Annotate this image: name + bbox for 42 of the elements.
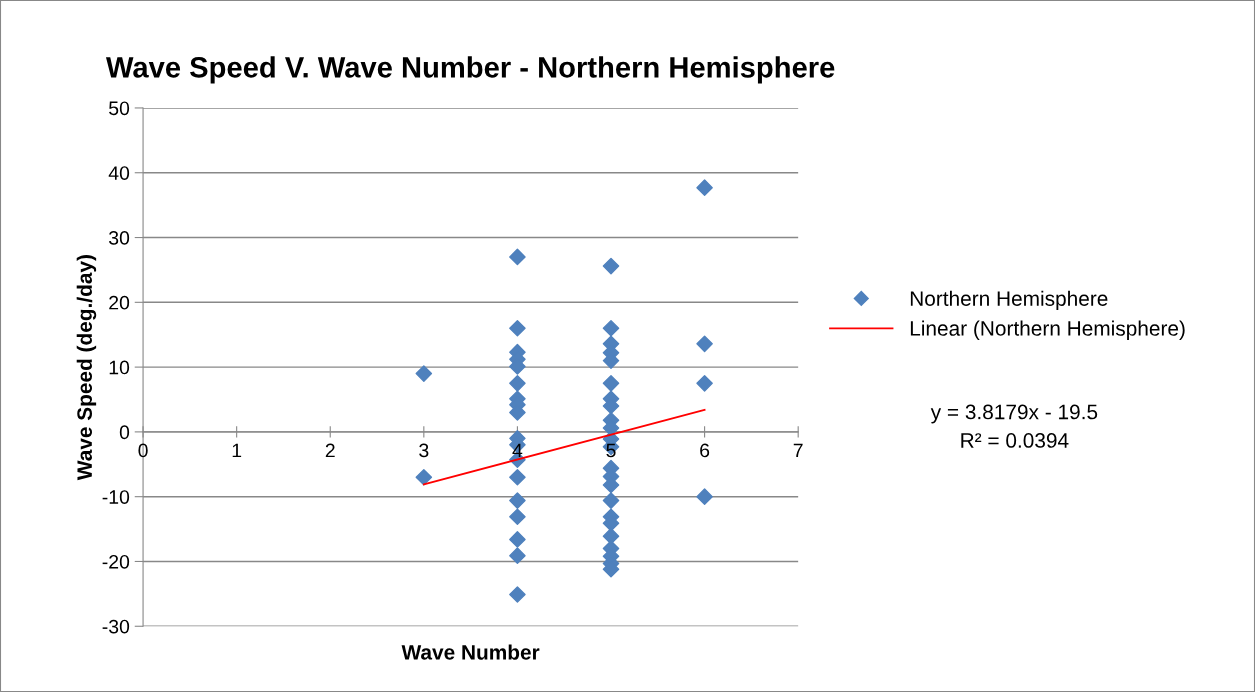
text: R² = 0.0394 <box>961 433 1069 448</box>
point <box>509 375 526 392</box>
y-tick-label: 50 <box>109 101 130 116</box>
x-tick-label: 6 <box>700 443 710 458</box>
point <box>696 179 713 196</box>
y-tick-label: 20 <box>109 295 130 310</box>
point <box>509 531 526 548</box>
y-tick-label: 10 <box>109 360 130 375</box>
point <box>509 468 526 486</box>
y-axis-title: Wave Speed (deg./day) <box>76 255 97 481</box>
legend-label: Northern Hemisphere <box>910 290 1108 311</box>
y-tick-label: -10 <box>102 490 130 504</box>
y-tick-label: 40 <box>108 166 130 180</box>
y-tick-label: -20 <box>102 554 130 569</box>
point <box>602 527 620 545</box>
y-tick-label: 0 <box>119 425 130 440</box>
point <box>602 257 620 275</box>
x-tick-label: 0 <box>138 443 148 458</box>
x-tick-label: 7 <box>793 443 803 458</box>
point <box>696 335 713 353</box>
point <box>509 508 526 526</box>
point <box>509 248 526 266</box>
point <box>696 375 713 392</box>
point <box>602 492 620 509</box>
text: y = 3.8179x - 19.5 <box>930 404 1098 424</box>
point <box>509 319 526 337</box>
point <box>509 586 526 603</box>
y-tick-label: 30 <box>108 231 130 245</box>
chart-title: Wave Speed V. Wave Number - Northern Hemisphere <box>105 56 835 84</box>
x-tick-label: 3 <box>419 443 429 458</box>
point <box>415 365 433 382</box>
legend-label: Linear (Northern Hemisphere) <box>910 320 1185 340</box>
x-tick-label: 1 <box>232 443 242 458</box>
x-tick-label: 2 <box>325 443 335 458</box>
point <box>602 375 620 392</box>
point <box>415 468 433 486</box>
point <box>696 488 713 505</box>
point <box>509 547 526 564</box>
point <box>602 319 620 337</box>
point <box>509 492 526 509</box>
x-axis-title: Wave Number <box>401 644 540 660</box>
y-tick-label: -30 <box>102 619 130 634</box>
